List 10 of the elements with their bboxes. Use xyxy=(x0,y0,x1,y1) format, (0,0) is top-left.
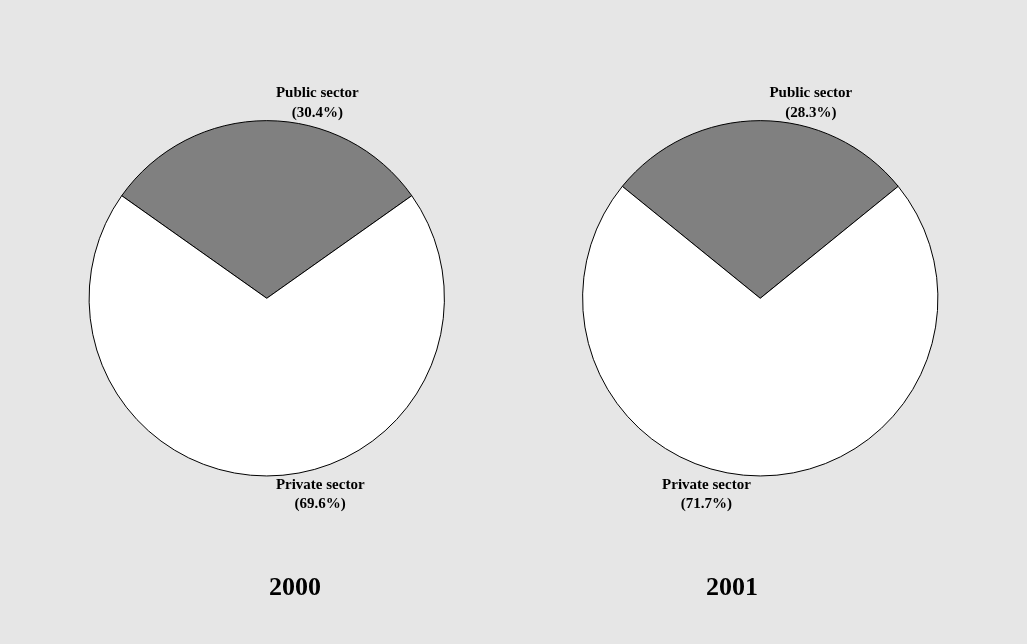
text: 2001 xyxy=(706,572,758,601)
data-label: (30.4%) xyxy=(291,103,343,121)
slice-label: Public sector xyxy=(769,84,853,101)
data-label: (28.3%) xyxy=(785,103,837,121)
data-label: (69.6%) xyxy=(294,495,346,513)
data-label: (71.7%) xyxy=(680,495,733,513)
slice-label: Public sector xyxy=(275,84,360,101)
slice-label: Private sector xyxy=(275,475,365,492)
slice-label: Private sector xyxy=(662,475,752,492)
text: 2000 xyxy=(269,572,321,601)
